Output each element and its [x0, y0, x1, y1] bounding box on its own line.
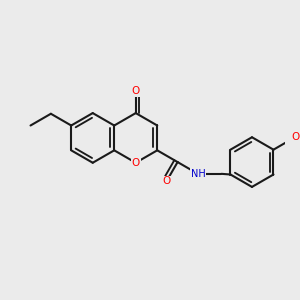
Text: O: O [162, 176, 171, 186]
Text: O: O [132, 86, 140, 96]
Text: NH: NH [190, 169, 205, 179]
Text: O: O [132, 158, 140, 168]
Text: O: O [292, 132, 300, 142]
